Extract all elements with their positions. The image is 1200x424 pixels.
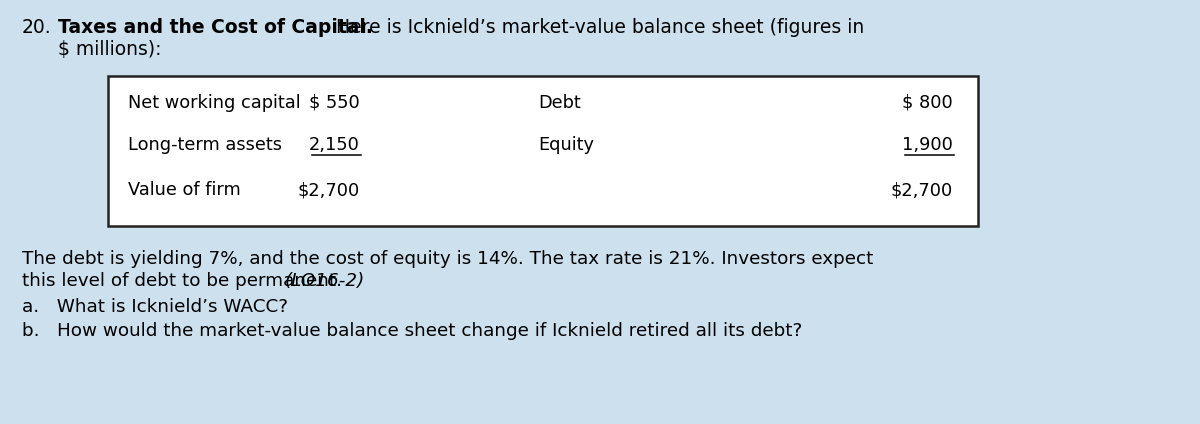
Text: Debt: Debt [538, 94, 581, 112]
Text: Taxes and the Cost of Capital.: Taxes and the Cost of Capital. [58, 18, 373, 37]
Text: this level of debt to be permanent.: this level of debt to be permanent. [22, 272, 348, 290]
Bar [108, 76, 978, 226]
Text: 20.: 20. [22, 18, 52, 37]
Text: $2,700: $2,700 [298, 181, 360, 199]
Text: $ 550: $ 550 [310, 94, 360, 112]
Text: Net working capital: Net working capital [128, 94, 301, 112]
Text: Here is Icknield’s market-value balance sheet (figures in: Here is Icknield’s market-value balance … [330, 18, 864, 37]
Text: (LO16-2): (LO16-2) [284, 272, 365, 290]
Text: a.   What is Icknield’s WACC?: a. What is Icknield’s WACC? [22, 298, 288, 316]
Text: Long-term assets: Long-term assets [128, 136, 282, 154]
Text: Equity: Equity [538, 136, 594, 154]
Text: 2,150: 2,150 [310, 136, 360, 154]
Text: $ 800: $ 800 [902, 94, 953, 112]
Text: b.   How would the market-value balance sheet change if Icknield retired all its: b. How would the market-value balance sh… [22, 322, 803, 340]
Text: $ millions):: $ millions): [58, 40, 162, 59]
Text: Value of firm: Value of firm [128, 181, 241, 199]
Text: The debt is yielding 7%, and the cost of equity is 14%. The tax rate is 21%. Inv: The debt is yielding 7%, and the cost of… [22, 250, 874, 268]
Text: $2,700: $2,700 [890, 181, 953, 199]
Text: 1,900: 1,900 [902, 136, 953, 154]
